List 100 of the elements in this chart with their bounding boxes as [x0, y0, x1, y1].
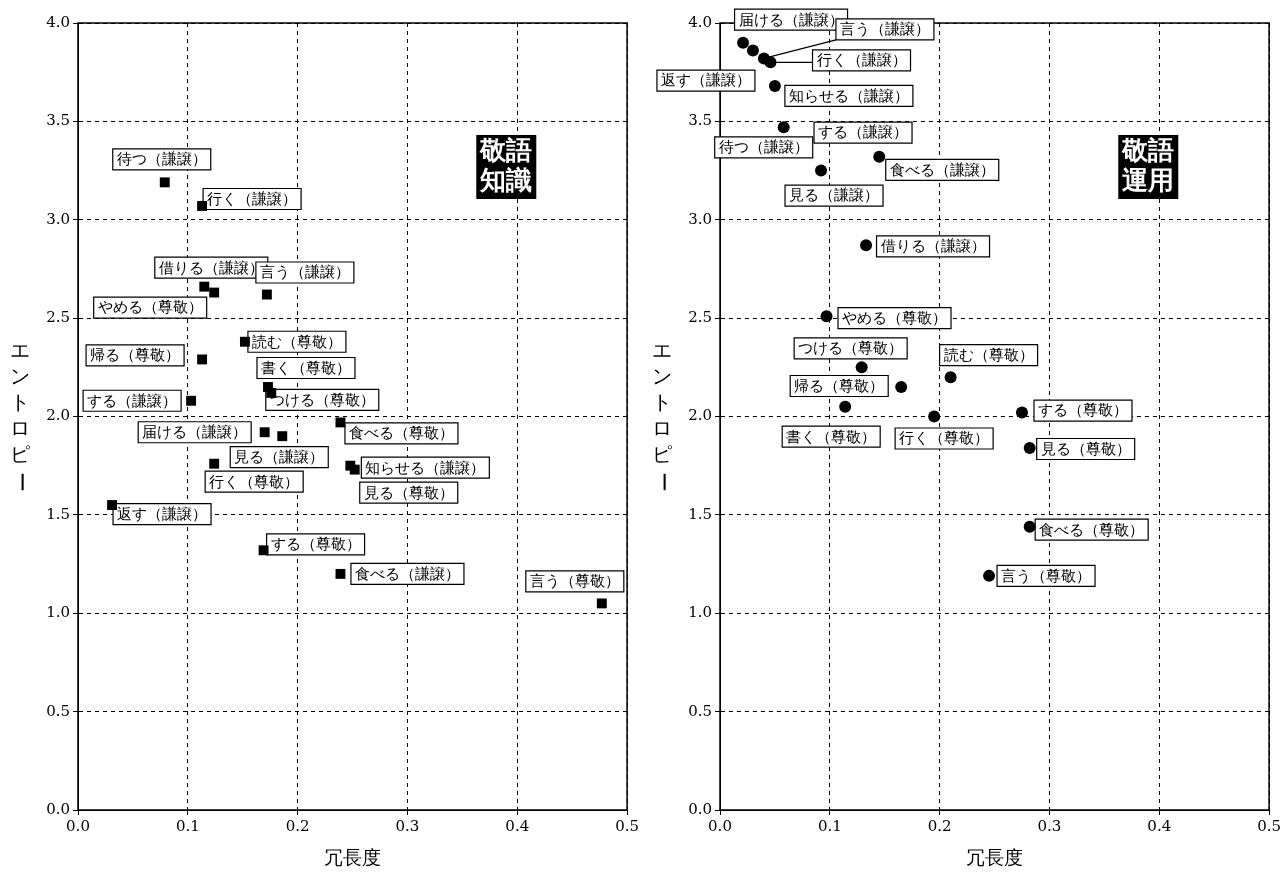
- point: [1023, 520, 1036, 533]
- point: [209, 458, 220, 469]
- annotation: する（尊敬）: [270, 535, 361, 554]
- point: [197, 201, 208, 211]
- annotation: 知らせる（謙譲）: [365, 458, 486, 477]
- annotation: 読む（尊敬）: [251, 332, 342, 351]
- annotation: 帰る（尊敬）: [794, 376, 885, 395]
- y-tick-label: 4.0: [46, 12, 70, 31]
- annotation: する（尊敬）: [1037, 401, 1128, 420]
- annotation: 見る（謙譲）: [789, 186, 880, 205]
- x-tick-label: 0.4: [1147, 816, 1172, 835]
- point: [873, 150, 886, 163]
- annotation: 食べる（謙譲）: [354, 564, 460, 583]
- y-tick-label: 1.0: [46, 603, 70, 622]
- annotation: 待つ（謙譲）: [116, 150, 207, 169]
- point: [737, 36, 750, 49]
- annotation: 返す（謙譲）: [660, 71, 751, 90]
- point: [1015, 406, 1028, 419]
- point: [1023, 441, 1036, 454]
- y-tick-label: 0.0: [46, 799, 70, 818]
- x-axis-title: 冗長度: [324, 845, 382, 868]
- y-tick-label: 3.5: [688, 111, 712, 130]
- point: [239, 336, 250, 347]
- y-axis-title: エントロピー: [651, 337, 676, 492]
- annotation: 借りる（謙譲）: [880, 237, 986, 256]
- point: [261, 289, 272, 300]
- x-tick-label: 0.5: [1257, 816, 1281, 835]
- point: [107, 500, 117, 510]
- point: [768, 79, 781, 92]
- x-axis-title: 冗長度: [966, 845, 1024, 868]
- point: [820, 310, 833, 323]
- annotation: 敬語運用: [1121, 134, 1175, 195]
- point: [860, 239, 873, 252]
- point: [197, 354, 208, 365]
- y-tick-label: 0.5: [688, 701, 712, 720]
- point: [159, 177, 170, 188]
- annotation: 返す（謙譲）: [117, 504, 208, 523]
- point: [895, 380, 908, 393]
- y-tick-label: 2.5: [688, 308, 712, 327]
- annotation: 届ける（謙譲）: [142, 423, 248, 442]
- y-axis-title: エントロピー: [9, 337, 34, 492]
- annotation: 言う（尊敬）: [529, 572, 620, 591]
- x-tick-label: 0.2: [285, 816, 310, 835]
- annotation: 知らせる（謙譲）: [788, 86, 909, 105]
- annotation: する（謙譲）: [87, 391, 178, 410]
- point: [815, 164, 828, 177]
- annotation: 帰る（尊敬）: [90, 346, 181, 365]
- y-tick-label: 3.5: [46, 111, 70, 130]
- x-tick-label: 0.5: [615, 816, 639, 835]
- x-tick-label: 0.2: [927, 816, 952, 835]
- x-tick-label: 0.0: [66, 816, 90, 835]
- y-tick-label: 0.5: [46, 701, 70, 720]
- x-tick-label: 0.3: [395, 816, 420, 835]
- y-tick-label: 2.5: [46, 308, 70, 327]
- y-tick-label: 4.0: [688, 12, 712, 31]
- point: [349, 464, 360, 475]
- point: [855, 361, 868, 374]
- annotation: 待つ（謙譲）: [718, 138, 809, 157]
- x-tick-label: 0.3: [1037, 816, 1062, 835]
- point: [335, 568, 346, 579]
- point: [764, 56, 777, 69]
- annotation: 行く（謙譲）: [816, 51, 907, 70]
- point: [777, 121, 790, 134]
- point: [266, 387, 277, 398]
- point: [258, 545, 269, 556]
- x-tick-label: 0.1: [175, 816, 200, 835]
- point: [928, 410, 941, 423]
- y-tick-label: 3.0: [688, 209, 712, 228]
- annotation: 敬語知識: [479, 134, 533, 195]
- point: [944, 371, 957, 384]
- annotation: 食べる（尊敬）: [1039, 520, 1145, 539]
- annotation: 見る（謙譲）: [234, 448, 325, 467]
- annotation: 読む（尊敬）: [943, 346, 1034, 365]
- point: [199, 281, 210, 292]
- annotation: つける（尊敬）: [798, 339, 904, 358]
- point: [259, 427, 270, 438]
- x-tick-label: 0.1: [817, 816, 842, 835]
- y-tick-label: 1.5: [688, 504, 712, 523]
- annotation: 見る（尊敬）: [363, 483, 454, 502]
- point: [839, 400, 852, 413]
- point: [983, 569, 996, 582]
- annotation: 食べる（謙譲）: [889, 160, 995, 179]
- x-tick-label: 0.0: [708, 816, 732, 835]
- y-tick-label: 2.0: [46, 406, 70, 425]
- y-tick-label: 2.0: [688, 406, 712, 425]
- point: [335, 417, 346, 428]
- point: [186, 395, 197, 406]
- y-tick-label: 3.0: [46, 209, 70, 228]
- annotation: する（謙譲）: [818, 123, 909, 142]
- annotation: 食べる（尊敬）: [348, 424, 454, 443]
- annotation: 行く（謙譲）: [207, 189, 298, 208]
- annotation: つける（尊敬）: [269, 390, 375, 409]
- annotation: 行く（尊敬）: [899, 429, 990, 448]
- annotation: 書く（尊敬）: [786, 427, 877, 446]
- point: [277, 431, 288, 442]
- y-tick-label: 1.5: [46, 504, 70, 523]
- y-tick-label: 0.0: [688, 799, 712, 818]
- point: [209, 287, 220, 298]
- annotation: やめる（尊敬）: [842, 309, 948, 328]
- x-tick-label: 0.4: [505, 816, 530, 835]
